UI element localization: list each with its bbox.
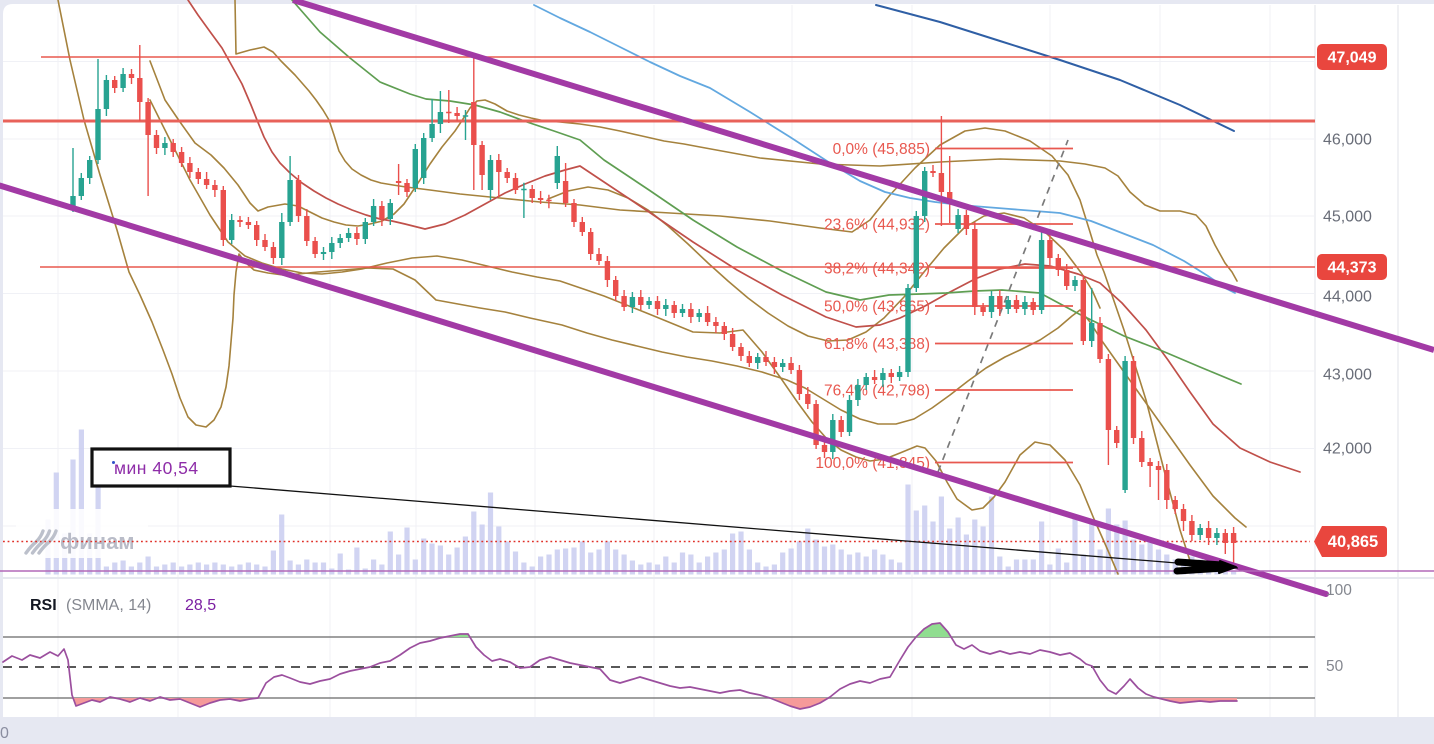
svg-text:44,373: 44,373 — [1328, 260, 1377, 277]
svg-text:23,6% (44,932): 23,6% (44,932) — [824, 217, 930, 234]
svg-text:42,000: 42,000 — [1323, 441, 1372, 458]
svg-text:50,0% (43,865): 50,0% (43,865) — [824, 299, 930, 316]
svg-text:46,000: 46,000 — [1323, 132, 1372, 149]
svg-text:0: 0 — [0, 725, 9, 742]
svg-text:0,0% (45,885): 0,0% (45,885) — [833, 141, 930, 158]
svg-text:50: 50 — [1326, 658, 1344, 675]
svg-text:28,5: 28,5 — [185, 597, 216, 614]
svg-text:43,000: 43,000 — [1323, 367, 1372, 384]
svg-text:100,0% (41,845): 100,0% (41,845) — [815, 455, 930, 472]
svg-text:47,049: 47,049 — [1328, 50, 1377, 67]
svg-text:38,2% (44,342): 38,2% (44,342) — [824, 261, 930, 278]
svg-text:(SMMA, 14): (SMMA, 14) — [66, 597, 151, 614]
svg-text:мин 40,54: мин 40,54 — [114, 458, 199, 478]
svg-text:61,8% (43,388): 61,8% (43,388) — [824, 336, 930, 353]
svg-text:44,000: 44,000 — [1323, 289, 1372, 306]
svg-text:45,000: 45,000 — [1323, 209, 1372, 226]
svg-text:100: 100 — [1326, 582, 1352, 599]
svg-text:40,865: 40,865 — [1328, 533, 1378, 551]
svg-text:76,4% (42,798): 76,4% (42,798) — [824, 383, 930, 400]
svg-text:RSI: RSI — [30, 597, 57, 614]
